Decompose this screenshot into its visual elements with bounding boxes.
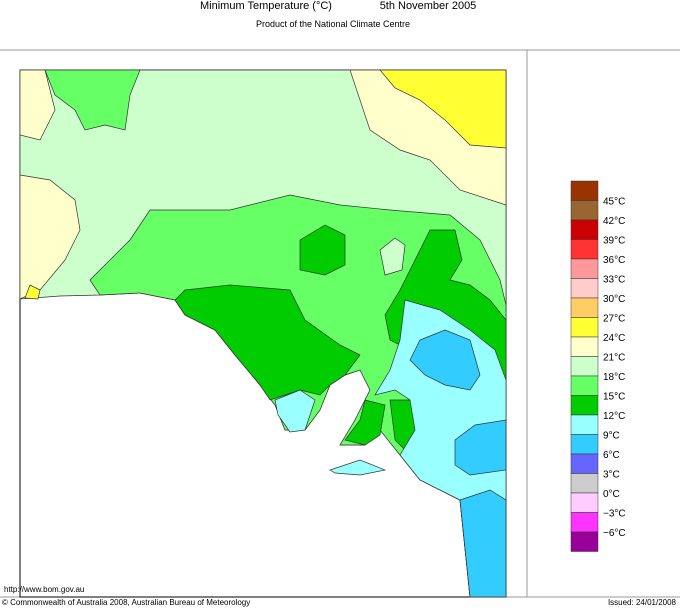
- legend-swatch: [570, 297, 599, 318]
- legend-label: 42°C: [603, 216, 625, 227]
- url: http://www.bom.gov.au: [4, 585, 84, 594]
- legend-swatch: [570, 473, 599, 494]
- legend-label: 33°C: [603, 275, 625, 286]
- subtitle: Product of the National Climate Centre: [256, 19, 410, 29]
- legend-label: 36°C: [603, 255, 625, 266]
- legend-label: 9°C: [603, 431, 620, 442]
- legend-swatch: [570, 492, 599, 513]
- issued: Issued: 24/01/2008: [608, 598, 677, 607]
- region-24-27: [379, 69, 507, 149]
- copyright: © Commonwealth of Australia 2008, Austra…: [2, 598, 250, 607]
- title: Minimum Temperature (°C): [200, 0, 332, 12]
- legend-swatch: [570, 200, 599, 221]
- legend-label: −6°C: [603, 528, 626, 539]
- legend-label: 15°C: [603, 392, 625, 403]
- legend-label: 3°C: [603, 470, 620, 481]
- legend-swatch: [570, 531, 599, 552]
- map: [19, 69, 507, 598]
- region-24-27: [24, 284, 41, 300]
- legend-label: 30°C: [603, 294, 625, 305]
- legend-swatch: [570, 512, 599, 533]
- legend-label: −3°C: [603, 509, 626, 520]
- legend: 45°C 42°C 39°C 36°C 33°C 30°C 27°C 24°C 21°C 18°C…: [570, 180, 626, 552]
- region-9-12: [274, 389, 387, 476]
- legend-swatch: [570, 239, 599, 260]
- legend-swatch: [570, 453, 599, 474]
- region-12-15: [299, 224, 346, 276]
- legend-swatch: [570, 219, 599, 240]
- legend-swatch: [570, 356, 599, 377]
- legend-swatch: [570, 258, 599, 279]
- region-6-9: [409, 329, 481, 391]
- legend-label: 39°C: [603, 236, 625, 247]
- region-21-24: [19, 69, 81, 300]
- date: 5th November 2005: [380, 0, 477, 12]
- legend-label: 18°C: [603, 372, 625, 383]
- legend-swatch: [570, 317, 599, 338]
- region-15-18: [44, 69, 141, 131]
- legend-swatch: [570, 395, 599, 416]
- legend-label: 21°C: [603, 353, 625, 364]
- region-6-9: [454, 419, 507, 598]
- legend-swatch: [570, 336, 599, 357]
- legend-swatch: [570, 278, 599, 299]
- legend-swatch: [570, 180, 599, 201]
- legend-swatch: [570, 375, 599, 396]
- region-12-15: [174, 284, 361, 401]
- legend-label: 0°C: [603, 489, 620, 500]
- legend-swatch: [570, 414, 599, 435]
- region-18-21: [379, 237, 406, 276]
- legend-label: 6°C: [603, 450, 620, 461]
- legend-label: 24°C: [603, 333, 625, 344]
- legend-label: 27°C: [603, 314, 625, 325]
- legend-label: 12°C: [603, 411, 625, 422]
- legend-label: 45°C: [603, 197, 625, 208]
- legend-swatch: [570, 434, 599, 455]
